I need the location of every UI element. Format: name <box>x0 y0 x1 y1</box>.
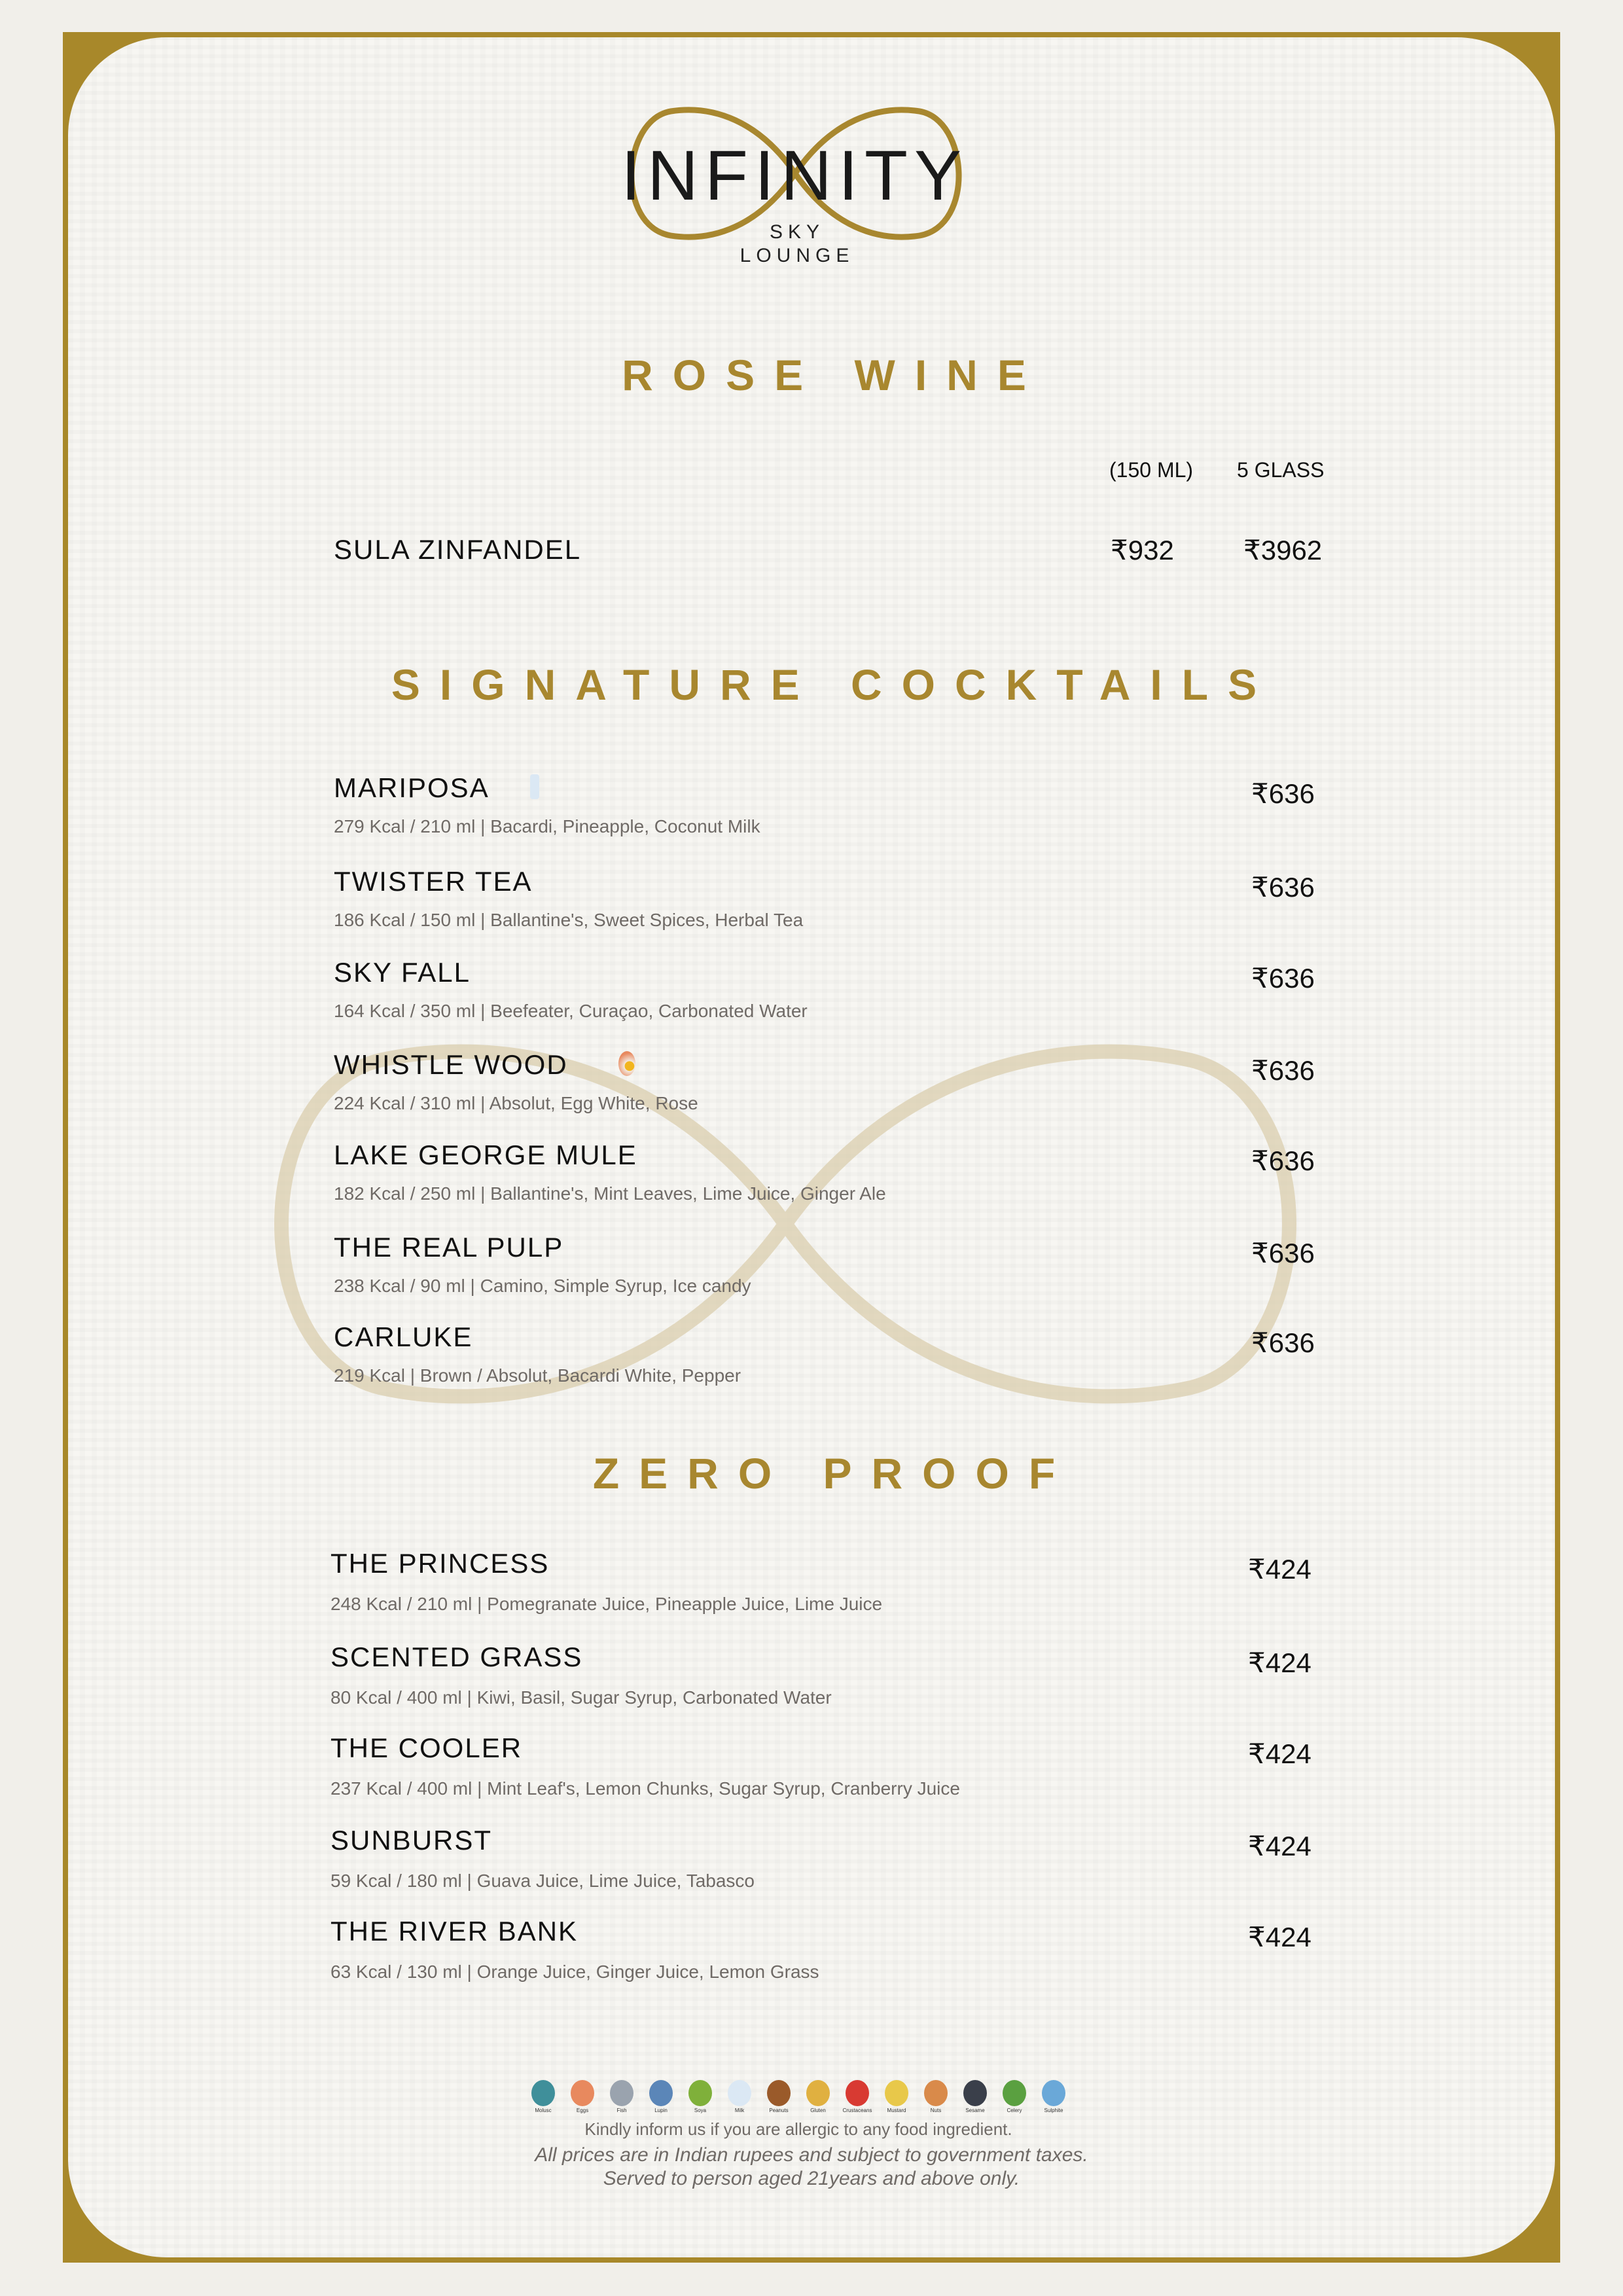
soya-icon <box>688 2080 712 2106</box>
allergen-label: Peanuts <box>769 2108 789 2113</box>
egg-icon <box>618 1051 635 1076</box>
logo-infinity-icon <box>628 107 962 240</box>
cocktail-name: SKY FALL <box>334 957 471 988</box>
eggs-icon <box>571 2080 594 2106</box>
cocktail-name: MARIPOSA <box>334 772 490 803</box>
allergen-gluten: Gluten <box>798 2080 838 2113</box>
mocktail-price: ₹424 <box>1248 1647 1311 1678</box>
cocktail-price: ₹636 <box>1251 1327 1315 1358</box>
celery-icon <box>1003 2080 1026 2106</box>
allergen-label: Molusc <box>535 2108 552 2113</box>
mocktail-name: THE PRINCESS <box>330 1548 550 1579</box>
mocktail-name: SCENTED GRASS <box>330 1641 583 1672</box>
allergen-legend: Molusc Eggs Fish Lupin Soya Milk Peanuts Gluten… <box>524 2080 1073 2113</box>
cocktail-description: 224 Kcal / 310 ml | Absolut, Egg White, … <box>334 1093 698 1113</box>
allergen-eggs: Eggs <box>563 2080 602 2113</box>
sulphite-icon <box>1042 2080 1065 2106</box>
column-150ml: (150 ML) <box>1109 458 1194 482</box>
wine-price-5-glass: ₹3962 <box>1243 535 1323 565</box>
menu-frame <box>63 32 1560 2263</box>
allergen-label: Crustaceans <box>842 2108 872 2113</box>
signature-cocktails-heading: SIGNATURE COCKTAILS <box>391 660 1277 709</box>
mocktail-description: 248 Kcal / 210 ml | Pomegranate Juice, P… <box>330 1594 883 1614</box>
mocktail-name: THE COOLER <box>330 1732 523 1763</box>
wine-price-glass: ₹932 <box>1111 535 1174 565</box>
allergen-sulphite: Sulphite <box>1034 2080 1073 2113</box>
logo-title: INFINITY <box>621 135 968 215</box>
cocktail-description: 238 Kcal / 90 ml | Camino, Simple Syrup,… <box>334 1276 751 1296</box>
allergen-label: Nuts <box>930 2108 942 2113</box>
mocktail-description: 59 Kcal / 180 ml | Guava Juice, Lime Jui… <box>330 1871 755 1891</box>
allergen-soya: Soya <box>681 2080 720 2113</box>
cocktail-price: ₹636 <box>1251 1238 1315 1268</box>
allergen-label: Sesame <box>965 2108 985 2113</box>
cocktail-name: TWISTER TEA <box>334 866 533 897</box>
cocktail-price: ₹636 <box>1251 1145 1315 1176</box>
price-note: All prices are in Indian rupees and subj… <box>535 2144 1088 2166</box>
allergen-molusc: Molusc <box>524 2080 563 2113</box>
allergen-milk: Milk <box>720 2080 759 2113</box>
allergen-sesame: Sesame <box>955 2080 995 2113</box>
allergen-nuts: Nuts <box>916 2080 955 2113</box>
allergen-label: Eggs <box>576 2108 589 2113</box>
cocktail-description: 164 Kcal / 350 ml | Beefeater, Curaçao, … <box>334 1001 808 1021</box>
infinity-watermark <box>274 1044 1296 1404</box>
allergen-crustaceans: Crustaceans <box>838 2080 877 2113</box>
mocktail-price: ₹424 <box>1248 1554 1311 1585</box>
allergy-note: Kindly inform us if you are allergic to … <box>584 2119 1012 2139</box>
mocktail-price: ₹424 <box>1248 1922 1311 1952</box>
cocktail-price: ₹636 <box>1251 1055 1315 1086</box>
allergen-label: Soya <box>694 2108 707 2113</box>
allergen-label: Lupin <box>654 2108 668 2113</box>
cocktail-description: 279 Kcal / 210 ml | Bacardi, Pineapple, … <box>334 816 760 836</box>
allergen-label: Milk <box>734 2108 745 2113</box>
mustard-icon <box>885 2080 908 2106</box>
cocktail-name: CARLUKE <box>334 1321 473 1352</box>
allergen-fish: Fish <box>602 2080 641 2113</box>
cocktail-price: ₹636 <box>1251 872 1315 903</box>
sesame-icon <box>963 2080 987 2106</box>
mocktail-name: SUNBURST <box>330 1825 493 1856</box>
column-5-glass: 5 GLASS <box>1237 458 1325 482</box>
zero-proof-heading: ZERO PROOF <box>592 1449 1075 1498</box>
allergen-celery: Celery <box>995 2080 1034 2113</box>
nuts-icon <box>924 2080 948 2106</box>
cocktail-description: 182 Kcal / 250 ml | Ballantine's, Mint L… <box>334 1183 886 1204</box>
cocktail-name: LAKE GEORGE MULE <box>334 1139 637 1170</box>
mocktail-name: THE RIVER BANK <box>330 1916 579 1946</box>
mocktail-description: 237 Kcal / 400 ml | Mint Leaf's, Lemon C… <box>330 1778 960 1799</box>
cocktail-description: 219 Kcal | Brown / Absolut, Bacardi Whit… <box>334 1365 741 1386</box>
allergen-label: Gluten <box>810 2108 826 2113</box>
mocktail-description: 63 Kcal / 130 ml | Orange Juice, Ginger … <box>330 1962 819 1982</box>
mocktail-description: 80 Kcal / 400 ml | Kiwi, Basil, Sugar Sy… <box>330 1687 832 1708</box>
wine-name: SULA ZINFANDEL <box>334 534 582 565</box>
fish-icon <box>610 2080 633 2106</box>
logo-sky: SKY <box>769 221 825 243</box>
molusc-icon <box>531 2080 555 2106</box>
logo-lounge: LOUNGE <box>740 245 855 266</box>
milk-icon <box>728 2080 751 2106</box>
crustaceans-icon <box>846 2080 869 2106</box>
allergen-label: Mustard <box>887 2108 906 2113</box>
peanuts-icon <box>767 2080 791 2106</box>
mocktail-price: ₹424 <box>1248 1831 1311 1861</box>
gluten-icon <box>806 2080 830 2106</box>
cocktail-price: ₹636 <box>1251 778 1315 809</box>
cocktail-price: ₹636 <box>1251 963 1315 994</box>
allergen-label: Fish <box>616 2108 627 2113</box>
allergen-label: Celery <box>1007 2108 1022 2113</box>
age-note: Served to person aged 21years and above … <box>603 2168 1020 2189</box>
allergen-peanuts: Peanuts <box>759 2080 798 2113</box>
cocktail-name: WHISTLE WOOD <box>334 1049 568 1080</box>
cocktail-description: 186 Kcal / 150 ml | Ballantine's, Sweet … <box>334 910 804 930</box>
allergen-lupin: Lupin <box>641 2080 681 2113</box>
mocktail-price: ₹424 <box>1248 1738 1311 1769</box>
cocktail-name: THE REAL PULP <box>334 1232 564 1263</box>
allergen-mustard: Mustard <box>877 2080 916 2113</box>
menu-page <box>68 37 1555 2257</box>
allergen-label: Sulphite <box>1044 2108 1063 2113</box>
lupin-icon <box>649 2080 673 2106</box>
milk-icon <box>530 774 539 799</box>
rose-wine-heading: ROSE WINE <box>622 351 1046 399</box>
